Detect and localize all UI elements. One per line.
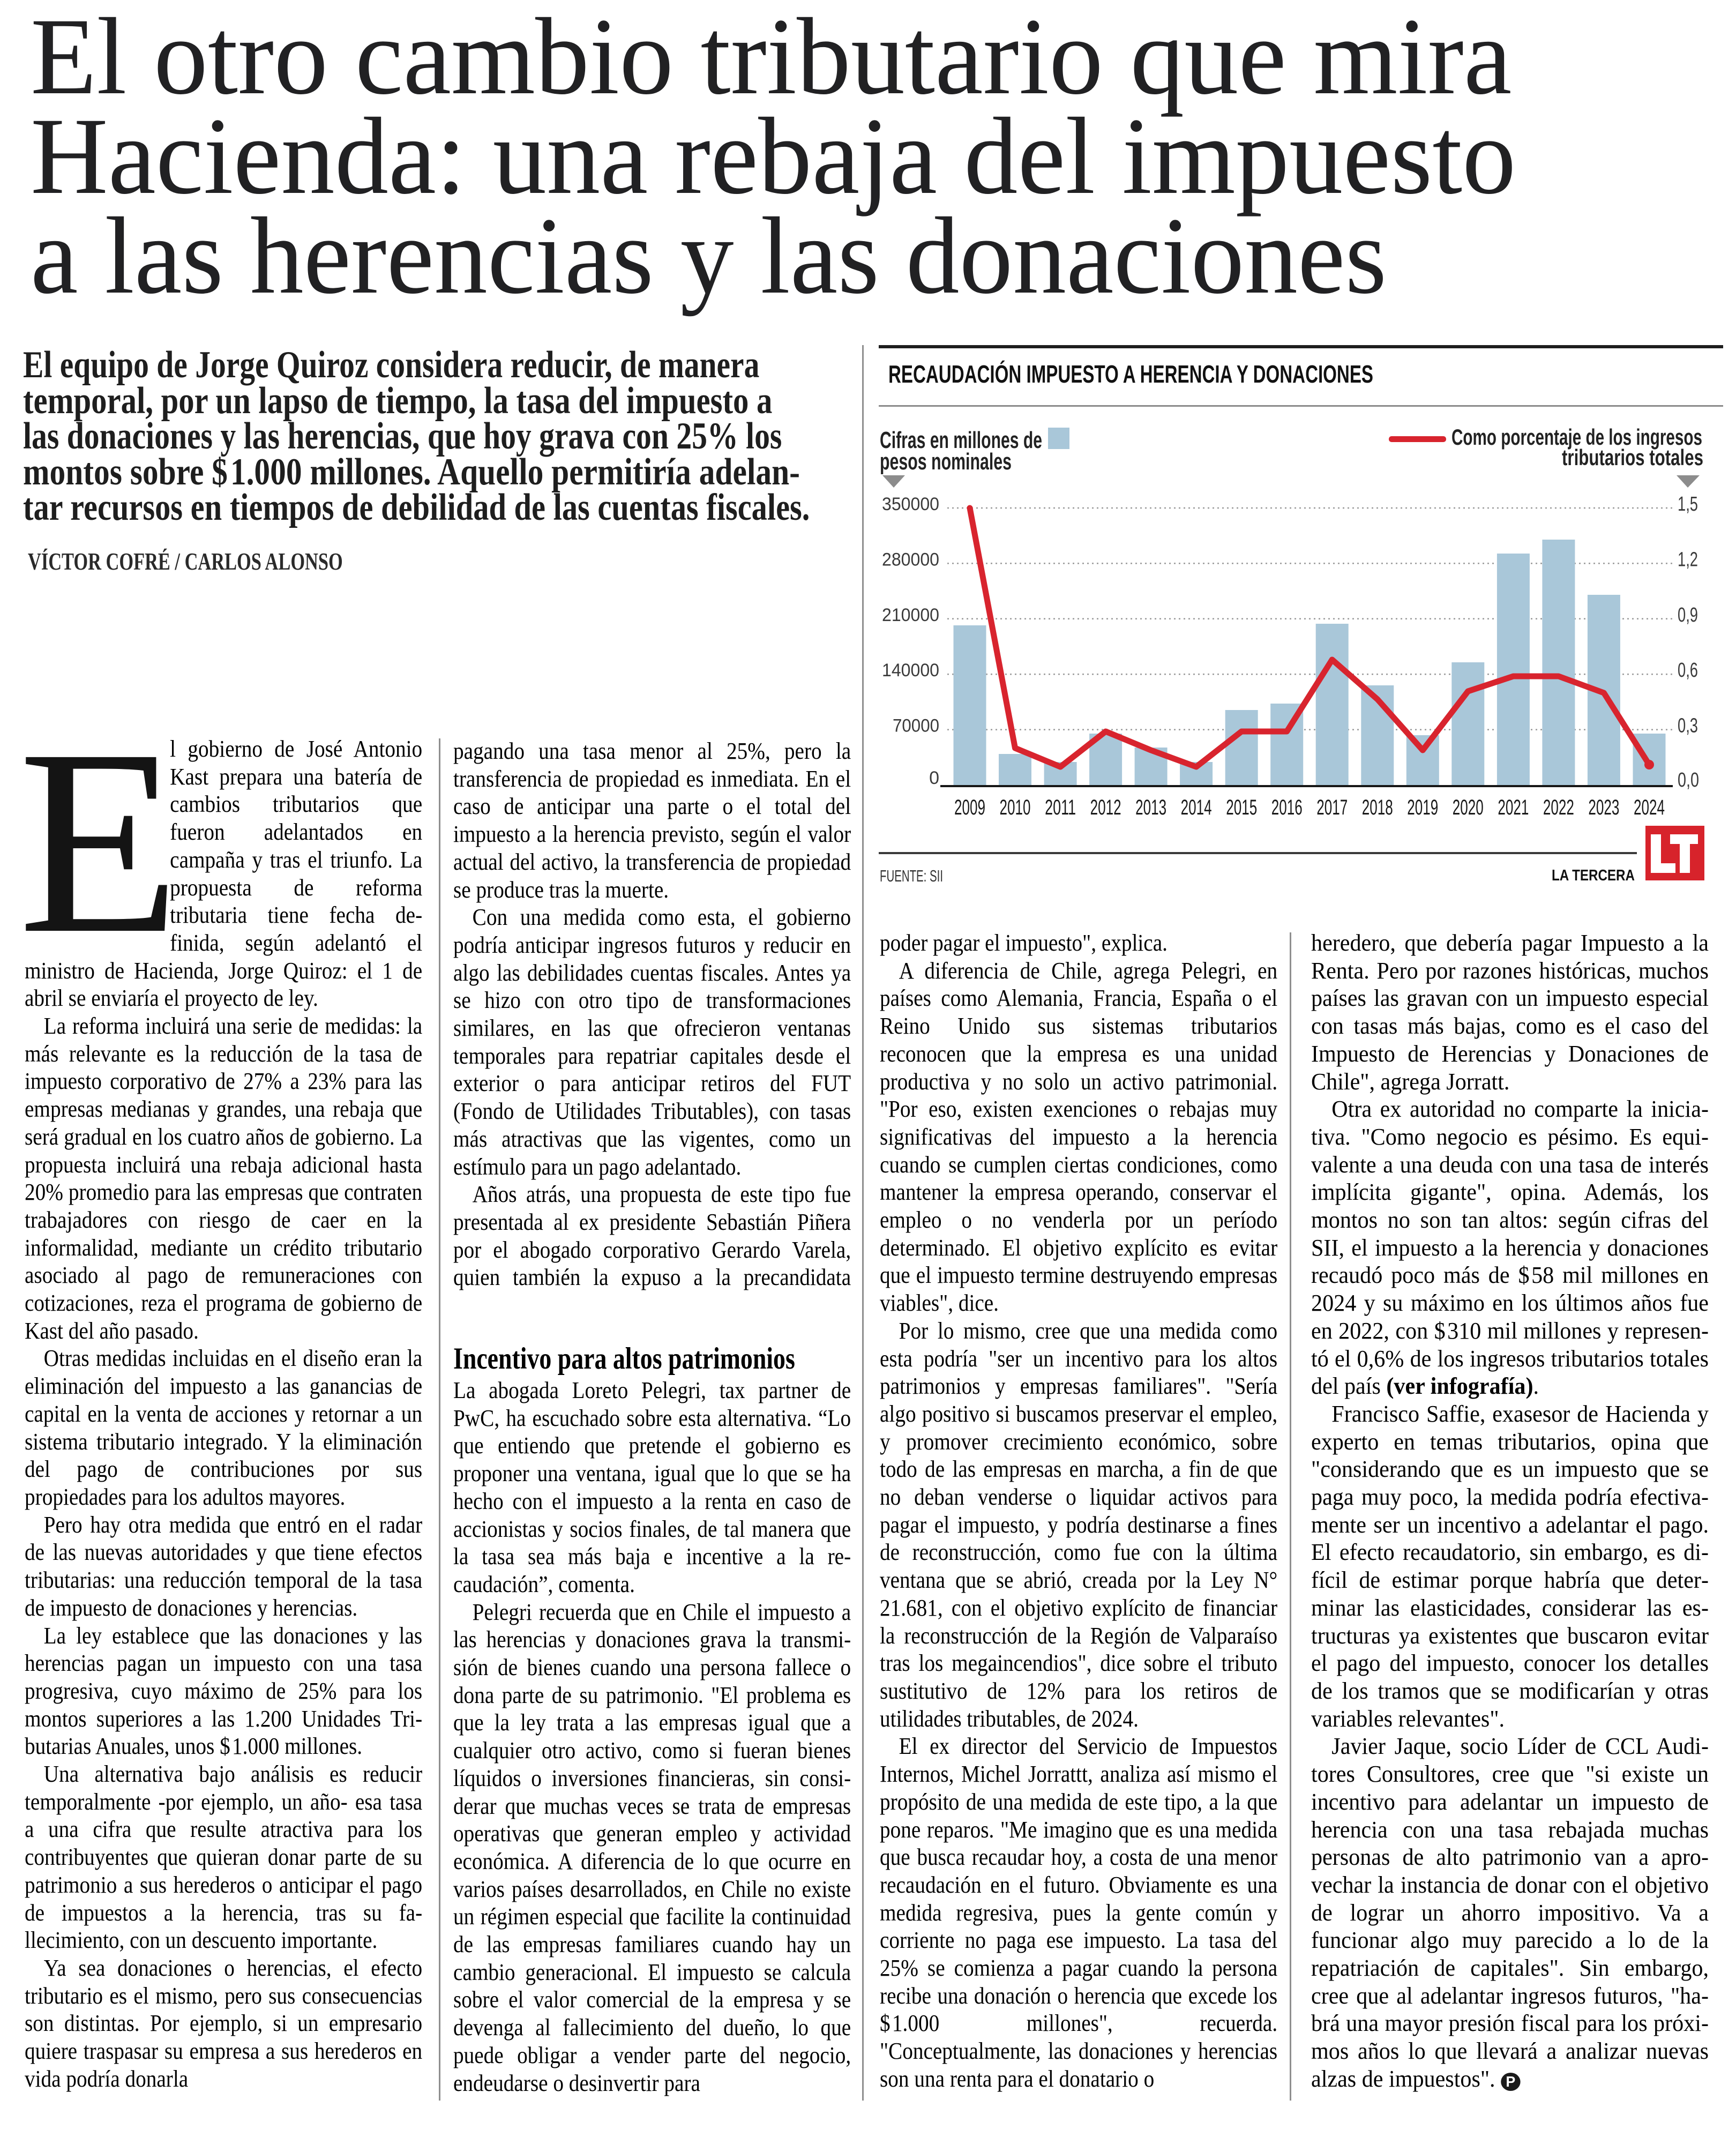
svg-text:0,9: 0,9	[1678, 604, 1698, 626]
svg-text:70000: 70000	[893, 716, 939, 736]
svg-text:1,2: 1,2	[1678, 548, 1698, 571]
svg-text:350000: 350000	[882, 494, 939, 514]
svg-text:140000: 140000	[882, 660, 939, 681]
svg-text:Como porcentaje de los ingreso: Como porcentaje de los ingresos	[1451, 424, 1702, 450]
svg-text:2022: 2022	[1543, 796, 1574, 819]
svg-text:LA TERCERA: LA TERCERA	[1552, 867, 1635, 884]
svg-text:2013: 2013	[1135, 796, 1166, 819]
svg-text:pesos nominales: pesos nominales	[880, 449, 1012, 475]
svg-text:2021: 2021	[1498, 796, 1529, 819]
svg-text:FUENTE: SII: FUENTE: SII	[880, 866, 943, 885]
svg-text:2017: 2017	[1316, 796, 1348, 819]
svg-text:2020: 2020	[1453, 796, 1484, 819]
svg-text:0,6: 0,6	[1678, 659, 1698, 682]
svg-text:210000: 210000	[882, 605, 939, 625]
svg-text:2012: 2012	[1090, 796, 1121, 819]
svg-text:2016: 2016	[1271, 796, 1303, 819]
svg-text:2010: 2010	[1000, 796, 1031, 819]
svg-text:RECAUDACIÓN IMPUESTO A HERENCI: RECAUDACIÓN IMPUESTO A HERENCIA Y DONACI…	[888, 360, 1373, 388]
svg-text:2011: 2011	[1045, 796, 1076, 819]
svg-text:Cifras en millones de: Cifras en millones de	[880, 427, 1042, 453]
svg-text:0,3: 0,3	[1678, 715, 1698, 737]
svg-text:2018: 2018	[1362, 796, 1393, 819]
svg-text:2023: 2023	[1588, 796, 1619, 819]
svg-text:1,5: 1,5	[1678, 493, 1698, 515]
svg-text:2019: 2019	[1407, 796, 1438, 819]
svg-text:2015: 2015	[1226, 796, 1257, 819]
svg-text:0: 0	[929, 768, 939, 788]
svg-text:tributarios totales: tributarios totales	[1562, 445, 1703, 470]
svg-text:0,0: 0,0	[1678, 769, 1699, 791]
svg-text:280000: 280000	[882, 549, 939, 570]
svg-text:2014: 2014	[1181, 796, 1212, 819]
svg-text:2024: 2024	[1634, 796, 1665, 819]
svg-text:2009: 2009	[954, 796, 985, 819]
